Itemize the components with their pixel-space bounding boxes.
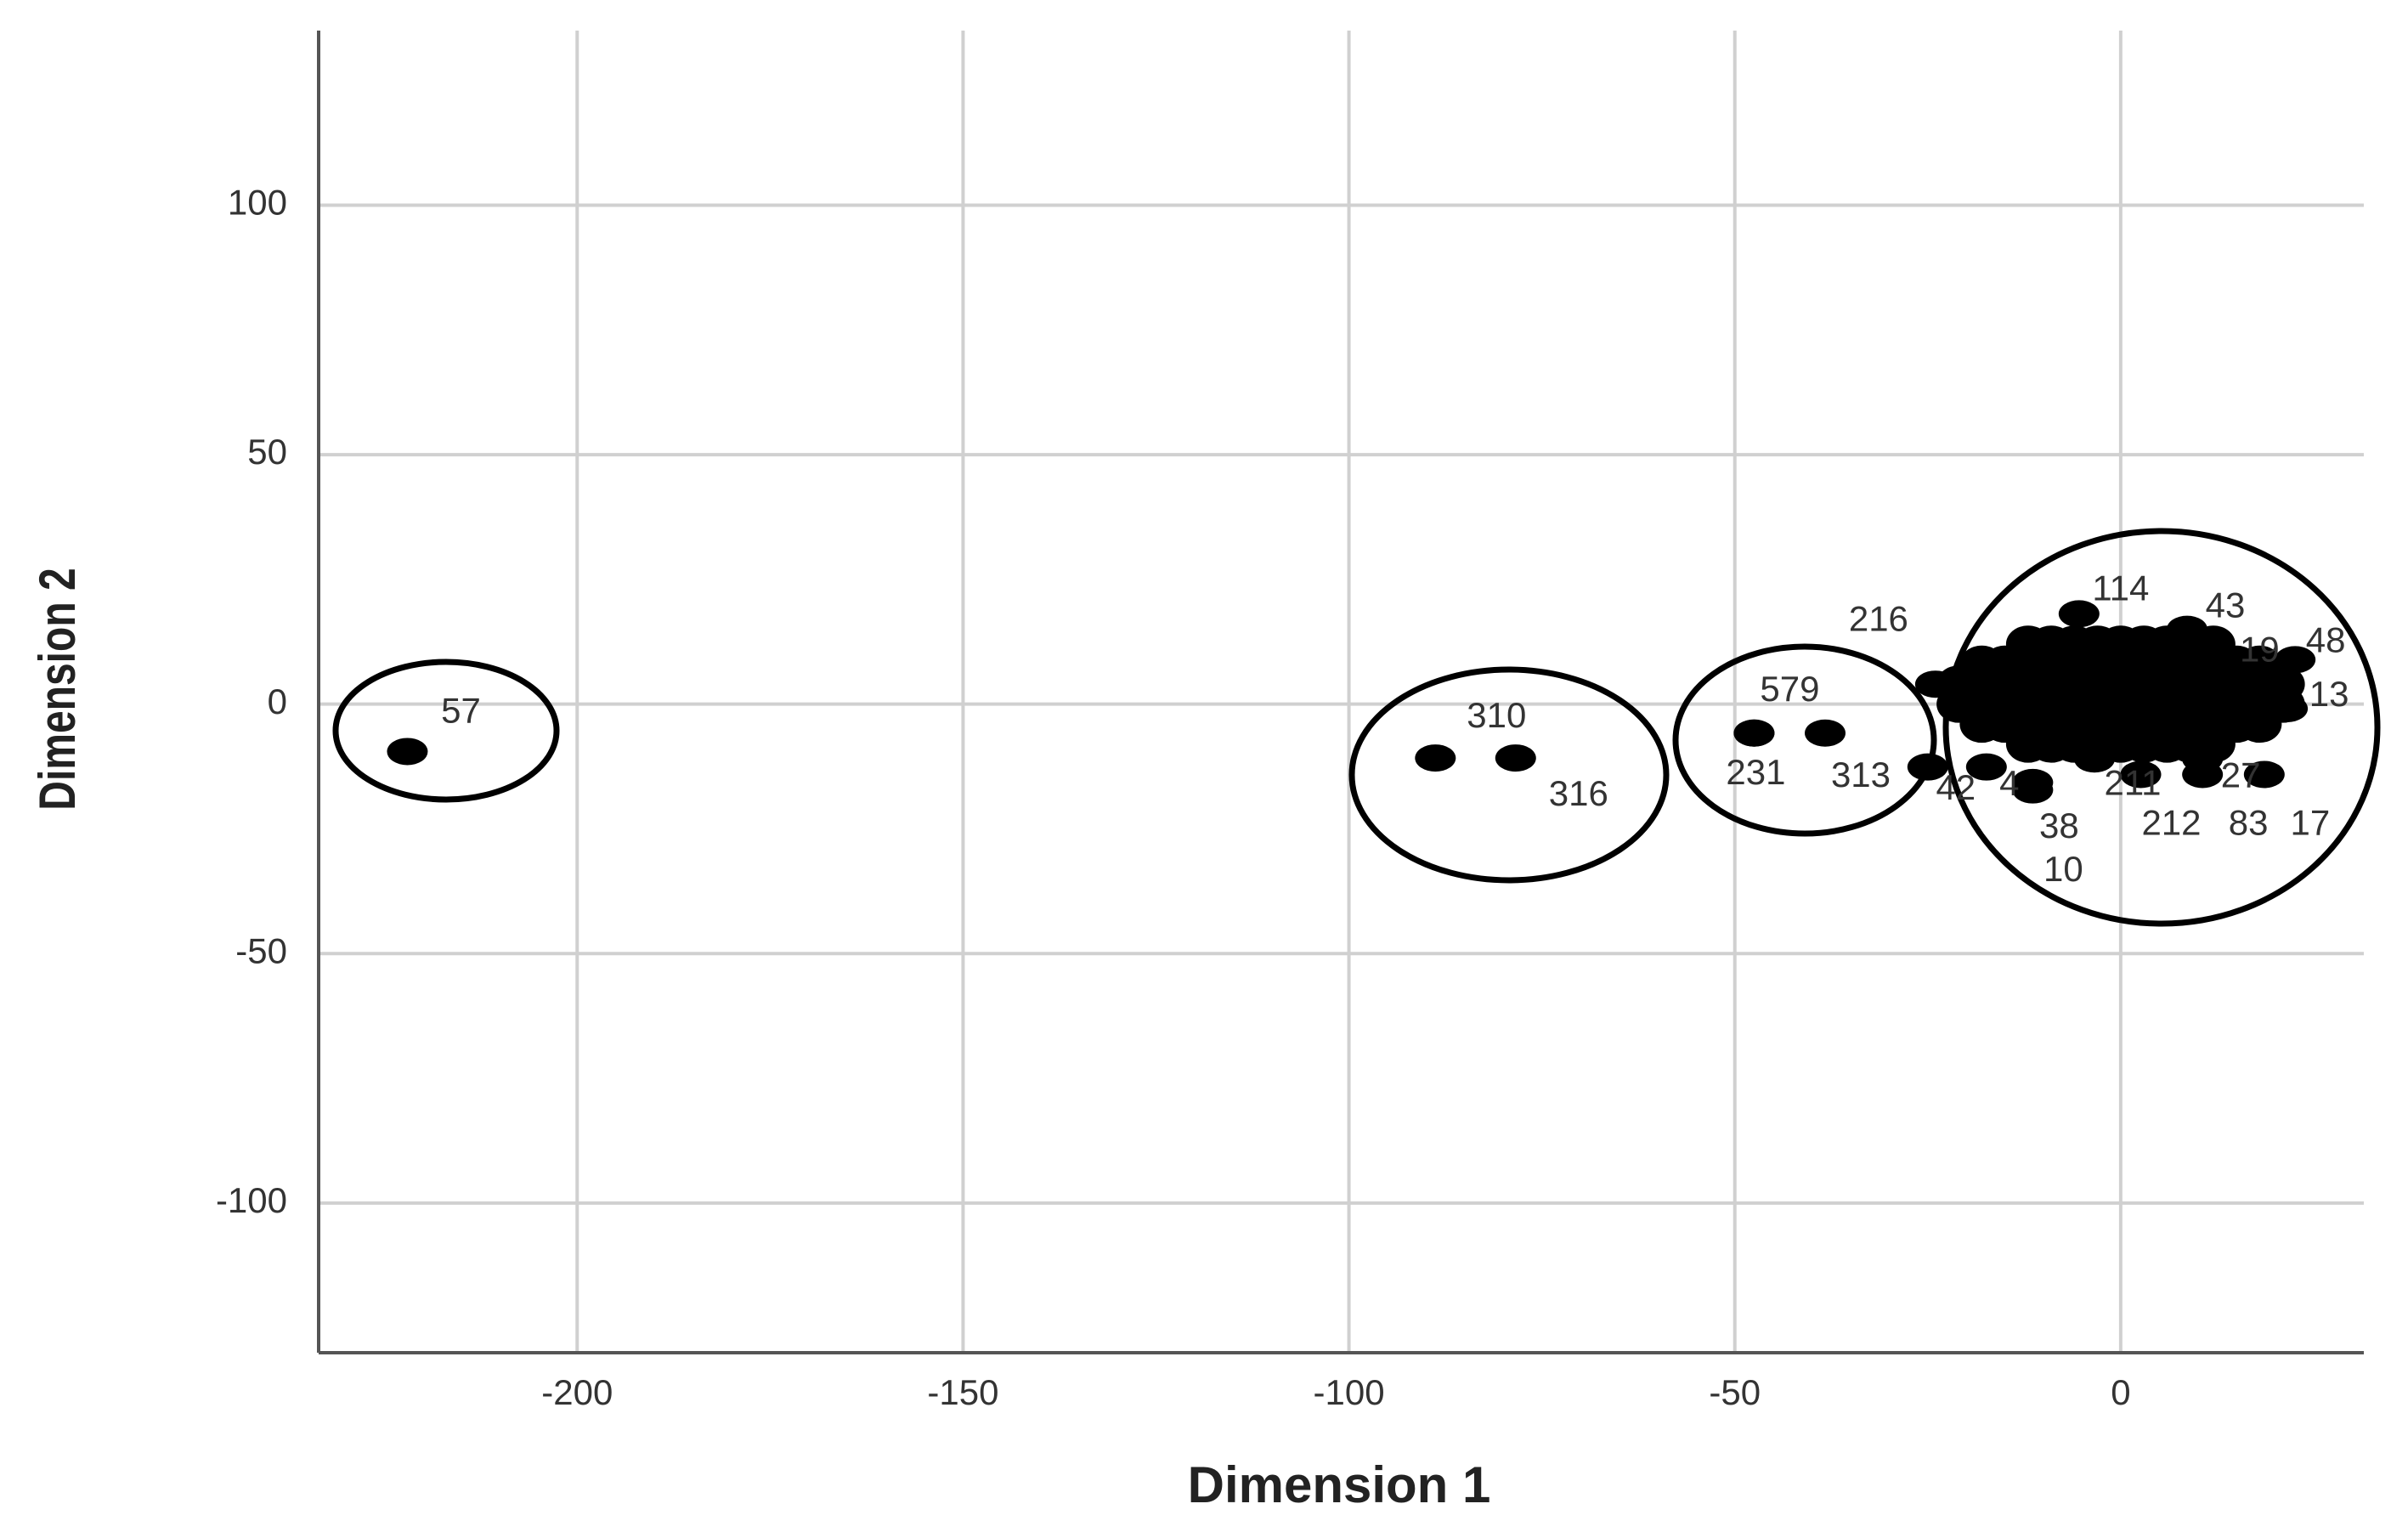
point-label: 4 xyxy=(1999,763,2019,803)
cluster-ring xyxy=(332,659,560,803)
y-tick-label: 100 xyxy=(228,183,287,223)
point xyxy=(2058,600,2100,628)
point-label: 48 xyxy=(2306,620,2346,660)
point-label: 17 xyxy=(2290,803,2330,843)
point xyxy=(2120,760,2162,789)
point-label: 19 xyxy=(2240,630,2280,670)
point xyxy=(2237,645,2282,683)
y-tick-label: 50 xyxy=(247,432,287,472)
x-tick-label: -200 xyxy=(541,1372,613,1412)
y-tick-label: 0 xyxy=(268,681,287,721)
point-label: 316 xyxy=(1549,773,1608,813)
point-label: 42 xyxy=(1936,767,1976,807)
y-tick-label: -100 xyxy=(216,1180,287,1220)
point xyxy=(1805,719,1846,747)
point-label: 216 xyxy=(1849,598,1908,638)
point xyxy=(1415,744,1456,772)
x-tick-label: -100 xyxy=(1314,1372,1385,1412)
point xyxy=(2012,776,2054,804)
point-label: 310 xyxy=(1467,695,1526,735)
point-label: 13 xyxy=(2309,674,2349,714)
marks-layer xyxy=(387,600,2316,804)
point-label: 231 xyxy=(1726,752,1785,792)
x-tick-label: -150 xyxy=(927,1372,998,1412)
point-label: 313 xyxy=(1831,755,1891,794)
point xyxy=(2190,625,2236,664)
point-label: 57 xyxy=(441,691,481,731)
point-label: 27 xyxy=(2221,755,2261,794)
x-tick-label: -50 xyxy=(1709,1372,1761,1412)
x-tick-label: 0 xyxy=(2111,1372,2130,1412)
point xyxy=(2182,760,2224,789)
point xyxy=(1965,753,2007,781)
point-label: 114 xyxy=(2092,568,2149,608)
cluster-ring xyxy=(1672,643,1937,837)
point-label: 211 xyxy=(2105,762,2162,802)
cluster-ring xyxy=(1348,666,1670,884)
point-label: 83 xyxy=(2229,803,2269,843)
point-label: 212 xyxy=(2141,803,2201,843)
point xyxy=(1495,744,1536,772)
point-label: 43 xyxy=(2206,585,2246,625)
point xyxy=(1733,719,1775,747)
y-axis-title: Dimension 2 xyxy=(29,568,86,810)
cluster-ring xyxy=(1942,528,2381,927)
y-tick-label: -50 xyxy=(235,930,287,970)
point-label: 579 xyxy=(1760,669,1819,709)
point-label: 38 xyxy=(2039,806,2079,845)
point xyxy=(2243,760,2285,789)
point-label: 10 xyxy=(2043,849,2083,889)
point xyxy=(387,738,428,766)
x-axis-title: Dimension 1 xyxy=(1188,1456,1491,1513)
